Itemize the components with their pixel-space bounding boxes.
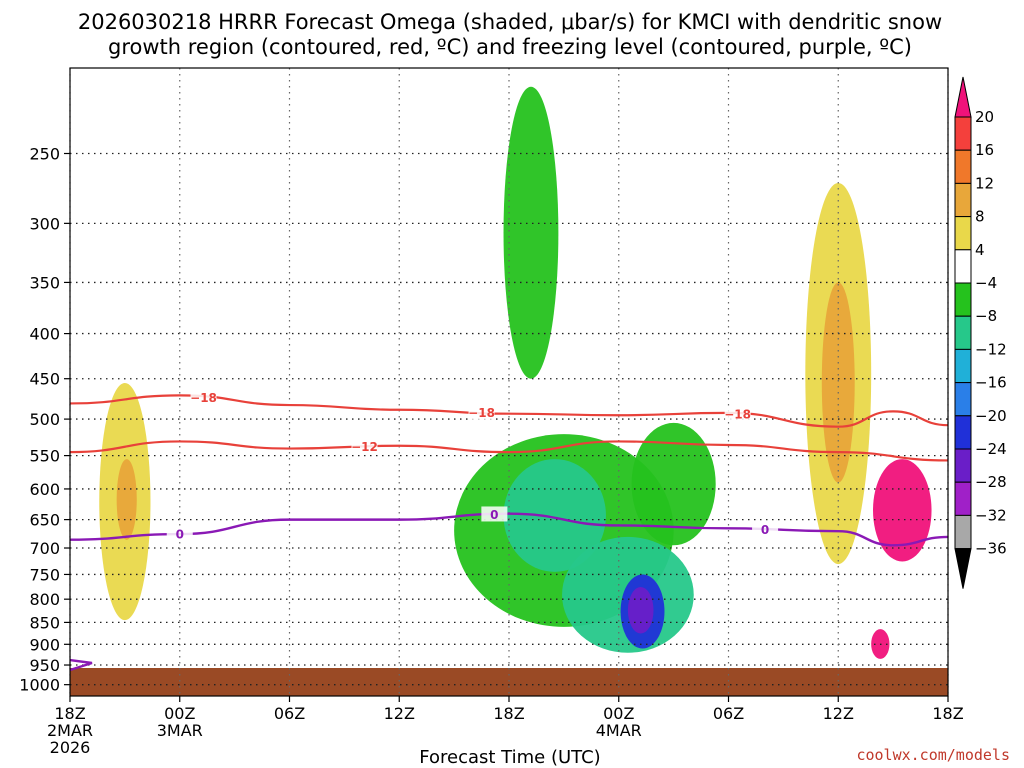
colorbar-tick-label: −4 bbox=[975, 274, 997, 292]
colorbar-tick-label: −32 bbox=[975, 506, 1007, 524]
pressure-tick-label: 400 bbox=[29, 325, 60, 344]
time-tick-label: 18Z bbox=[493, 704, 524, 723]
time-tick-sublabel: 2026 bbox=[50, 738, 91, 757]
freezing-level-line bbox=[69, 512, 949, 547]
omega-shading bbox=[99, 86, 932, 659]
pressure-tick-label: 450 bbox=[29, 370, 60, 389]
plot-area: −18 −18 −18 −12 0 0 0 bbox=[69, 67, 949, 697]
colorbar-tick-label: 12 bbox=[975, 174, 994, 192]
colorbar-tick-label: −12 bbox=[975, 340, 1007, 358]
pressure-tick-label: 950 bbox=[29, 656, 60, 675]
omega-region-orange-east bbox=[821, 282, 855, 483]
pressure-tick-label: 500 bbox=[29, 410, 60, 429]
colorbar-segment bbox=[954, 182, 972, 218]
isotherm-minus18-label: −18 bbox=[468, 406, 495, 420]
ground-surface bbox=[70, 668, 948, 696]
colorbar-segment bbox=[954, 348, 972, 384]
isotherm-minus18-label-bg bbox=[468, 404, 495, 420]
x-axis-label: Forecast Time (UTC) bbox=[419, 747, 600, 768]
colorbar-segment bbox=[954, 448, 972, 483]
colorbar-tick-label: 20 bbox=[975, 108, 994, 126]
pressure-tick-label: 300 bbox=[29, 214, 60, 233]
colorbar-segment bbox=[954, 514, 972, 550]
isotherm-minus12-label-bg bbox=[351, 438, 378, 454]
pressure-axis: 250 300 350 400 450 500 550 600 650 700 750 800 850 9… bbox=[19, 144, 70, 695]
time-tick-label: 12Z bbox=[823, 704, 854, 723]
omega-region-orange-west bbox=[116, 459, 137, 540]
omega-region-green-east-upper bbox=[503, 86, 559, 379]
colorbar-segment bbox=[954, 382, 972, 417]
credit-text: coolwx.com/models bbox=[856, 746, 1010, 764]
pressure-tick-label: 750 bbox=[29, 565, 60, 584]
omega-region-pink-core bbox=[873, 459, 932, 562]
time-tick-sublabel: 3MAR bbox=[157, 721, 203, 740]
pressure-tick-label: 650 bbox=[29, 511, 60, 530]
pressure-tick-label: 550 bbox=[29, 447, 60, 466]
omega-region-purple-core bbox=[627, 587, 654, 634]
time-tick-label: 12Z bbox=[384, 704, 415, 723]
colorbar-tick-label: 16 bbox=[975, 141, 994, 159]
isotherm-minus18-label-bg bbox=[724, 406, 751, 422]
time-tick-sublabel: 2MAR bbox=[47, 721, 93, 740]
colorbar-segment bbox=[954, 415, 972, 450]
colorbar-segment bbox=[954, 481, 972, 516]
isotherm-minus18-line bbox=[69, 394, 949, 428]
colorbar-tick-label: −20 bbox=[975, 407, 1007, 425]
isotherm-minus12-label: −12 bbox=[351, 440, 378, 454]
pressure-tick-label: 350 bbox=[29, 273, 60, 292]
colorbar-segment bbox=[954, 249, 972, 284]
colorbar-tick-label: −16 bbox=[975, 374, 1007, 392]
pressure-tick-label: 800 bbox=[29, 590, 60, 609]
time-tick-label: 18Z bbox=[54, 704, 85, 723]
omega-region-teal-low bbox=[503, 459, 606, 572]
colorbar-tick-label: −8 bbox=[975, 307, 997, 325]
colorbar-tick-label: −28 bbox=[975, 473, 1007, 491]
freezing-level-label: 0 bbox=[490, 508, 498, 522]
time-tick-label: 06Z bbox=[713, 704, 744, 723]
pressure-tick-label: 850 bbox=[29, 613, 60, 632]
freezing-level-label-bg bbox=[166, 526, 193, 542]
colorbar: 20 16 12 8 4 −4 −8 −12 −16 −20 −24 −28 −32 −36 bbox=[954, 76, 1007, 589]
isotherm-minus12-line bbox=[69, 440, 949, 462]
freezing-level-surface-sliver bbox=[69, 658, 93, 672]
isotherm-minus18-label: −18 bbox=[724, 408, 751, 422]
pressure-tick-label: 1000 bbox=[19, 676, 60, 695]
isotherm-minus18-label: −18 bbox=[190, 391, 217, 405]
colorbar-segment bbox=[954, 315, 972, 350]
freezing-level-label: 0 bbox=[176, 528, 184, 542]
colorbar-segment bbox=[954, 216, 972, 251]
time-tick-label: 00Z bbox=[164, 704, 195, 723]
isotherm-minus18-label-bg bbox=[190, 389, 217, 405]
pressure-tick-label: 700 bbox=[29, 539, 60, 558]
time-tick-sublabel: 4MAR bbox=[596, 721, 642, 740]
colorbar-tick-label: −24 bbox=[975, 440, 1007, 458]
freezing-level-label: 0 bbox=[761, 523, 769, 537]
pressure-tick-label: 900 bbox=[29, 635, 60, 654]
colorbar-bottom-triangle bbox=[954, 548, 972, 589]
pressure-tick-label: 250 bbox=[29, 144, 60, 163]
colorbar-tick-label: −36 bbox=[975, 540, 1007, 558]
chart-title-line2: growth region (contoured, red, ºC) and f… bbox=[108, 35, 912, 59]
time-tick-label: 18Z bbox=[932, 704, 963, 723]
colorbar-segment bbox=[954, 149, 972, 184]
colorbar-tick-label: 4 bbox=[975, 241, 985, 259]
pressure-tick-label: 600 bbox=[29, 480, 60, 499]
colorbar-segment bbox=[954, 282, 972, 317]
colorbar-tick-label: 8 bbox=[975, 208, 985, 226]
colorbar-top-triangle bbox=[954, 76, 972, 118]
freezing-level-label-bg bbox=[481, 506, 508, 522]
colorbar-segment bbox=[954, 116, 972, 151]
time-tick-label: 00Z bbox=[603, 704, 634, 723]
chart-title-line1: 2026030218 HRRR Forecast Omega (shaded, … bbox=[78, 10, 942, 34]
temperature-contours: −18 −18 −18 −12 0 0 0 bbox=[69, 389, 949, 672]
time-tick-label: 06Z bbox=[274, 704, 305, 723]
freezing-level-label-bg bbox=[752, 521, 779, 537]
